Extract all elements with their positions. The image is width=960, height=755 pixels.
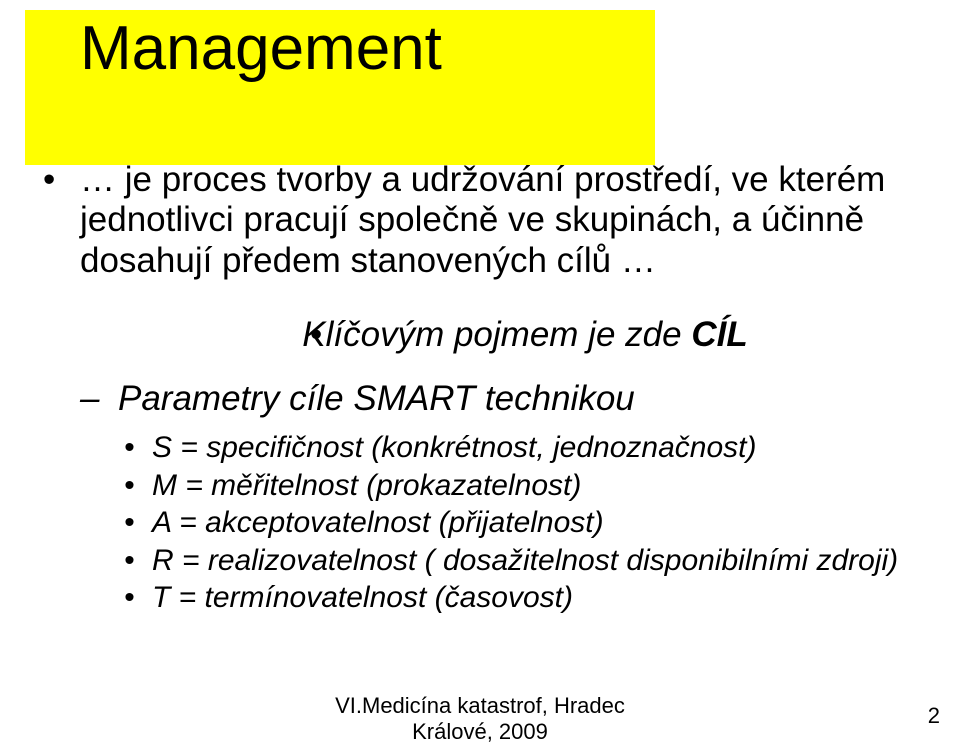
smart-item-s: S = specifičnost (konkrétnost, jednoznač…: [118, 429, 930, 467]
bullet-body-1-text: … je proces tvorby a udržování prostředí…: [80, 160, 885, 280]
slide-footer: VI.Medicína katastrof, Hradec Králové, 2…: [0, 693, 960, 745]
slide: Management … je proces tvorby a udržován…: [0, 0, 960, 755]
sub-bullet-smart-heading: Parametry cíle SMART technikou S = speci…: [80, 379, 930, 617]
footer-line-1: VI.Medicína katastrof, Hradec: [335, 693, 625, 718]
footer-line-2: Králové, 2009: [412, 719, 548, 744]
smart-item-m: M = měřitelnost (prokazatelnost): [118, 467, 930, 505]
slide-title: Management: [25, 10, 655, 80]
smart-item-r: R = realizovatelnost ( dosažitelnost dis…: [118, 542, 930, 580]
bullet-body-1: … je proces tvorby a udržování prostředí…: [40, 160, 930, 617]
bullet-body-2: Klíčovým pojmem je zde CÍL: [80, 315, 930, 355]
smart-item-t: T = termínovatelnost (časovost): [118, 579, 930, 617]
page-number: 2: [928, 703, 940, 729]
smart-item-a: A = akceptovatelnost (přijatelnost): [118, 504, 930, 542]
bullet-body-2-prefix: Klíčovým pojmem je zde: [302, 315, 691, 354]
bullet-body-2-emph: CÍL: [691, 315, 747, 354]
slide-body: … je proces tvorby a udržování prostředí…: [40, 160, 930, 621]
title-box: Management: [25, 10, 655, 165]
sub-bullet-smart-heading-text: Parametry cíle SMART technikou: [118, 379, 635, 418]
